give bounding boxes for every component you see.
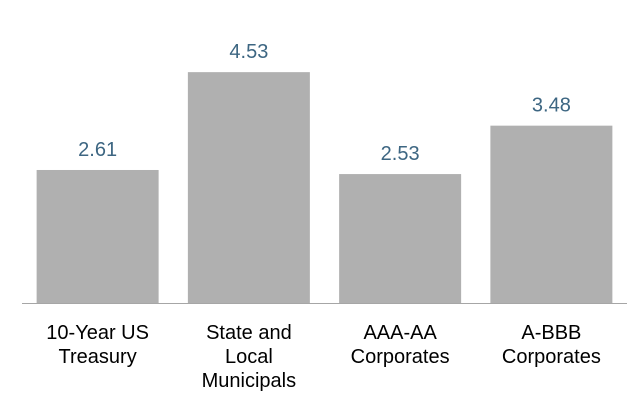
x-tick-label-1: State and Local Municipals <box>202 322 296 392</box>
x-tick-labels: 10-Year US Treasury State and Local Municipa… <box>46 322 601 392</box>
bar-0 <box>36 169 159 303</box>
x-tick-label-line: Treasury <box>59 346 137 368</box>
bar-1 <box>187 72 310 304</box>
data-label-3: 3.48 <box>532 95 571 117</box>
x-tick-label-line: 10-Year US <box>46 322 149 344</box>
x-tick-label-line: State and <box>206 322 292 344</box>
x-tick-label-line: AAA-AA <box>363 322 437 344</box>
bar-2 <box>339 174 462 303</box>
x-tick-label-line: Municipals <box>202 370 296 392</box>
bar-3 <box>490 125 613 304</box>
x-tick-label-line: Local <box>225 346 273 368</box>
data-label-0: 2.61 <box>78 139 117 161</box>
x-tick-label-line: A-BBB <box>521 322 581 344</box>
x-tick-label-0: 10-Year US Treasury <box>46 322 149 368</box>
x-tick-label-3: A-BBB Corporates <box>502 322 601 368</box>
bars-layer <box>36 72 613 304</box>
data-label-2: 2.53 <box>381 143 420 165</box>
x-tick-label-line: Corporates <box>351 346 450 368</box>
x-tick-label-2: AAA-AA Corporates <box>351 322 450 368</box>
value-labels-layer: 2.61 4.53 2.53 3.48 <box>78 41 571 165</box>
data-label-1: 4.53 <box>229 41 268 63</box>
x-tick-label-line: Corporates <box>502 346 601 368</box>
